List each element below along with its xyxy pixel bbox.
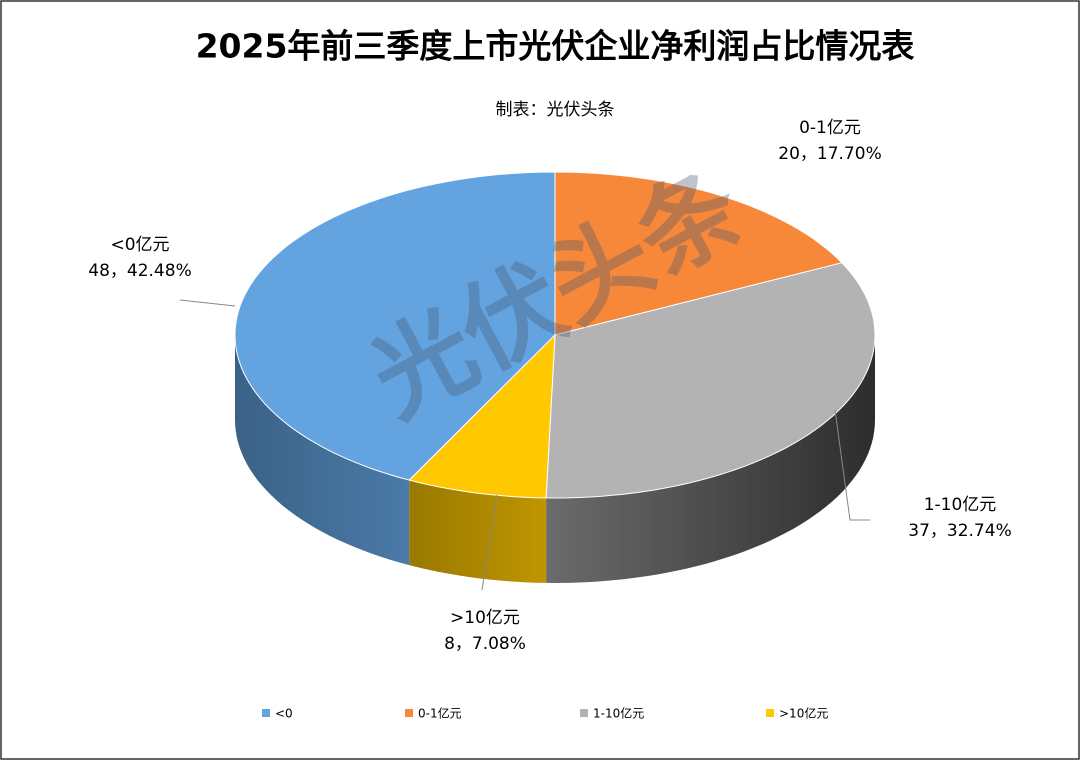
data-label-name: <0亿元: [110, 235, 169, 255]
data-label-name: 1-10亿元: [924, 495, 997, 515]
leader-line: [179, 299, 236, 307]
legend-label: 1-10亿元: [593, 706, 644, 721]
leader-line: [834, 409, 870, 521]
data-labels: <0亿元 48，42.48% 0-1亿元 20，17.70% 1-10亿元 37，32.7…: [88, 118, 1011, 654]
slice: [408, 333, 556, 499]
chart-subtitle: 制表：光伏头条: [496, 100, 615, 120]
legend-label: >10亿元: [779, 706, 828, 721]
slice: [554, 171, 843, 336]
leader-line: [481, 494, 498, 591]
legend-label: <0: [275, 707, 293, 721]
chart-title: 2025年前三季度上市光伏企业净利润占比情况表: [196, 27, 915, 66]
pie: [234, 171, 876, 583]
slice-side: [235, 335, 410, 566]
data-label-value: 8，7.08%: [444, 634, 526, 654]
data-label-name: >10亿元: [450, 608, 520, 628]
data-label-value: 20，17.70%: [778, 144, 881, 164]
slice-side: [409, 480, 547, 583]
data-label-value: 48，42.48%: [88, 261, 191, 281]
legend-swatch: [580, 709, 588, 717]
slice-side: [546, 335, 875, 583]
legend-swatch: [262, 709, 270, 717]
slice: [545, 262, 876, 499]
data-label-value: 37，32.74%: [908, 521, 1011, 541]
legend-label: 0-1亿元: [418, 706, 462, 721]
legend: <0 0-1亿元 1-10亿元 >10亿元: [262, 706, 828, 721]
slice: [234, 171, 556, 481]
legend-swatch: [405, 709, 413, 717]
legend-swatch: [766, 709, 774, 717]
data-label-name: 0-1亿元: [799, 118, 861, 138]
